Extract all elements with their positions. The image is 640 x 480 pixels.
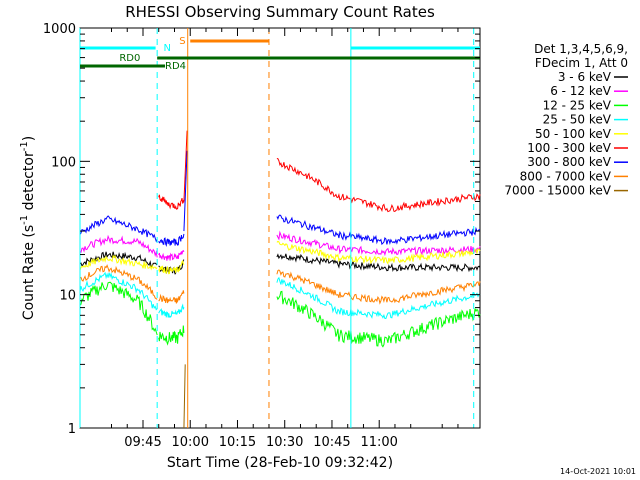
series-line-post xyxy=(276,214,481,246)
x-tick-label: 10:30 xyxy=(266,435,303,450)
legend-label: 25 - 50 keV xyxy=(543,113,612,127)
chart-title: RHESSI Observing Summary Count Rates xyxy=(125,3,435,21)
series-line-pre xyxy=(79,281,158,336)
series-line-mid xyxy=(158,249,185,261)
x-tick-label: 09:45 xyxy=(124,435,161,450)
series-line-post xyxy=(276,269,481,305)
data-layer: NS RD0 RD4 xyxy=(79,28,481,429)
legend-label: 7000 - 15000 keV xyxy=(504,184,611,198)
legend-label: 12 - 25 keV xyxy=(543,98,612,112)
flag-label: S xyxy=(179,36,185,47)
legend-label: 100 - 300 keV xyxy=(527,141,611,155)
series-line-pre xyxy=(79,234,158,258)
series-line-mid xyxy=(158,290,185,304)
y-tick-label: 100 xyxy=(51,155,76,170)
legend-header-line-1: Det 1,3,4,5,6,9, xyxy=(534,42,628,56)
series-line-pre xyxy=(79,264,158,300)
flag-label: N xyxy=(163,43,170,54)
plot-area: NS RD0 RD4 09:45 10:00 10:15 10:30 10:45 11:00 1… xyxy=(43,22,481,450)
x-tick-label: 11:00 xyxy=(360,435,397,450)
series-line-pre xyxy=(79,215,158,243)
flare-spike xyxy=(183,150,188,232)
x-tick-label: 10:45 xyxy=(313,435,350,450)
legend-label: 800 - 7000 keV xyxy=(520,169,612,183)
y-tick-label: 10 xyxy=(59,289,76,304)
y-tick-label: 1 xyxy=(68,422,76,437)
series-line-pre xyxy=(79,271,158,311)
series-line-post xyxy=(276,276,481,319)
series-line-pre xyxy=(79,254,158,271)
flag-label: RD4 xyxy=(165,61,186,72)
x-tick-label: 10:00 xyxy=(172,435,209,450)
series-line-post xyxy=(276,158,481,213)
series-line-post xyxy=(276,290,481,348)
series-line-mid xyxy=(158,233,185,248)
legend-label: 300 - 800 keV xyxy=(527,155,611,169)
flag-label: RD0 xyxy=(119,53,140,64)
legend-label: 50 - 100 keV xyxy=(535,127,612,141)
x-tick-label: 10:15 xyxy=(219,435,256,450)
legend: Det 1,3,4,5,6,9, FDecim 1, Att 0 3 - 6 k… xyxy=(504,42,628,198)
flare-spike xyxy=(183,130,188,202)
legend-header-line-2: FDecim 1, Att 0 xyxy=(535,56,628,70)
legend-label: 6 - 12 keV xyxy=(550,84,612,98)
series-line-mid xyxy=(158,194,185,210)
series-line-post xyxy=(276,253,481,273)
legend-label: 3 - 6 keV xyxy=(558,70,612,84)
series-line-mid xyxy=(158,259,185,275)
footer-timestamp: 14-Oct-2021 10:01 xyxy=(560,467,636,476)
series-line-mid xyxy=(158,325,185,346)
plot-frame xyxy=(79,27,481,429)
y-tick-label: 1000 xyxy=(43,22,76,37)
series-line-post xyxy=(276,240,481,265)
flare-spike xyxy=(183,364,186,429)
series-line-mid xyxy=(158,303,185,319)
y-axis-label: Count Rate (s-1 detector-1) xyxy=(19,136,37,320)
x-axis-label: Start Time (28-Feb-10 09:32:42) xyxy=(167,455,393,471)
series-line-post xyxy=(276,230,481,257)
axis-ticks: 09:45 10:00 10:15 10:30 10:45 11:00 1000 100 10 1 xyxy=(43,22,480,450)
